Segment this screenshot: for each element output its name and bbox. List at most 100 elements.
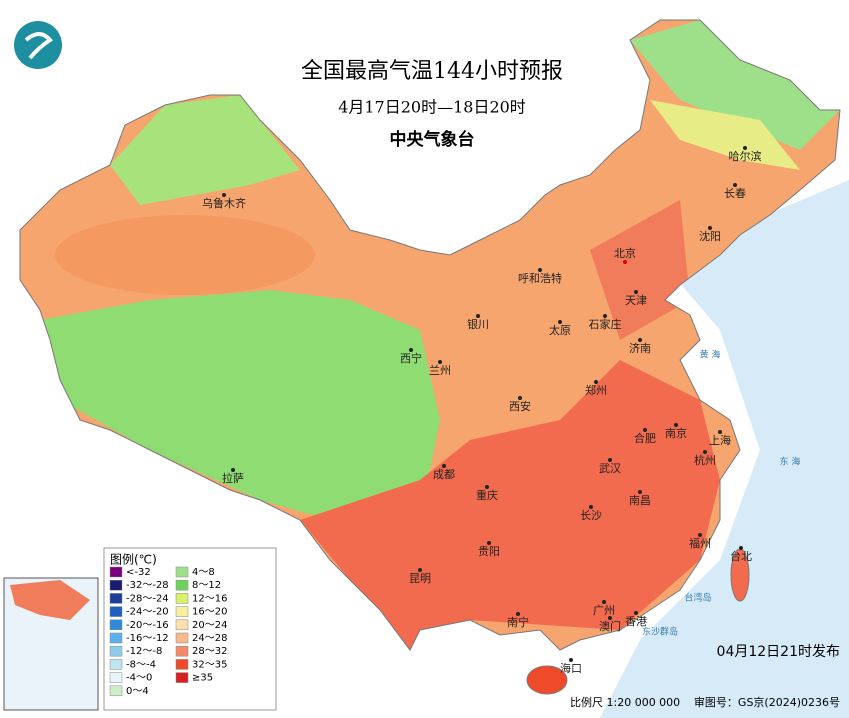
city-label: 福州	[689, 536, 711, 550]
legend-label: -16～-12	[126, 633, 169, 644]
logo	[14, 21, 62, 69]
city-label: 昆明	[409, 572, 431, 585]
legend-label: 20～24	[192, 620, 227, 631]
city-label: 西安	[509, 399, 531, 413]
legend-label: -28～-24	[126, 593, 169, 604]
city-dot	[518, 396, 522, 400]
legend-swatch	[175, 619, 189, 631]
city-dot	[516, 612, 520, 616]
city-dot	[602, 600, 606, 604]
city-label: 西宁	[400, 351, 422, 365]
city-label: 天津	[625, 294, 647, 307]
issued: 04月12日21时发布	[717, 644, 840, 660]
city-dot	[623, 260, 627, 264]
legend-label: -12～-8	[126, 646, 162, 657]
city-label: 石家庄	[589, 317, 622, 331]
city-label: 哈尔滨	[729, 149, 762, 163]
city-dot	[634, 611, 638, 615]
subtitle: 4月17日20时—18日20时	[338, 98, 526, 117]
logo-mark	[24, 32, 53, 60]
city-label: 银川	[467, 317, 489, 331]
source: 中央气象台	[390, 129, 475, 150]
city-dot	[743, 146, 747, 150]
inset-land	[10, 580, 90, 620]
sea-label: 台湾岛	[684, 592, 711, 604]
legend-label: -32～-28	[126, 580, 169, 591]
city-dot	[634, 290, 638, 294]
legend-label: 0～4	[126, 686, 149, 697]
legend-label: -8～-4	[126, 659, 156, 670]
city-label: 长春	[724, 187, 746, 200]
legend-label: 16～20	[192, 607, 227, 618]
city-label: 上海	[709, 433, 731, 447]
city-label: 贵阳	[478, 545, 500, 558]
city-dot	[222, 193, 226, 197]
city-dot	[476, 314, 480, 318]
city-dot	[733, 183, 737, 187]
legend-label: <-32	[126, 567, 151, 578]
city-label: 南宁	[507, 615, 529, 629]
city-dot	[485, 485, 489, 489]
city-dot	[638, 490, 642, 494]
city-dot	[708, 226, 712, 230]
legend	[103, 547, 277, 711]
city-dot	[698, 533, 702, 537]
city-label: 呼和浩特	[518, 271, 562, 285]
city-label: 海口	[560, 661, 582, 675]
legend-title: 图例(℃)	[110, 553, 157, 567]
title: 全国最高气温144小时预报	[301, 59, 563, 84]
city-label: 重庆	[476, 488, 498, 502]
city-label: 香港	[625, 615, 647, 628]
city-label: 北京	[614, 246, 636, 260]
city-label: 南京	[665, 426, 687, 440]
city-label: 澳门	[599, 619, 621, 633]
border	[19, 19, 841, 651]
city-label: 沈阳	[699, 229, 721, 243]
legend-swatch	[175, 606, 189, 617]
sea-label: 东沙群岛	[642, 626, 678, 638]
city-label: 长沙	[580, 509, 602, 522]
city-dot	[487, 541, 491, 545]
city-label: 兰州	[429, 364, 451, 377]
city-label: 太原	[549, 324, 571, 337]
legend-swatch	[109, 566, 123, 578]
legend-swatch	[109, 672, 123, 683]
city-dot	[418, 568, 422, 572]
city-label: 郑州	[585, 383, 607, 397]
city-label: 合肥	[634, 431, 656, 445]
city-dot	[442, 464, 446, 468]
legend-label: 4～8	[192, 567, 215, 578]
city-dot	[409, 348, 413, 352]
city-dot	[589, 505, 593, 509]
legend-swatch	[175, 593, 189, 604]
legend-label: 24～28	[192, 633, 227, 644]
hainan	[526, 665, 568, 695]
city-label: 台北	[730, 549, 752, 563]
city-dot	[674, 423, 678, 427]
legend-label: -20～-16	[126, 620, 169, 631]
city-label: 武汉	[599, 462, 621, 475]
city-label: 成都	[433, 468, 455, 481]
city-dot	[594, 380, 598, 384]
legend-label: 32～35	[192, 659, 227, 670]
sea-label: 东 海	[780, 456, 801, 468]
legend-swatch	[175, 632, 189, 644]
legend-swatch	[109, 645, 123, 657]
city-label: 济南	[629, 341, 651, 355]
legend-swatch	[175, 672, 189, 683]
city-label: 南昌	[629, 494, 651, 507]
legend-swatch	[175, 645, 189, 657]
city-dot	[643, 428, 647, 432]
city-dot	[569, 658, 573, 662]
legend-label: -4～0	[126, 673, 152, 684]
legend-swatch	[109, 579, 123, 591]
city-label: 广州	[593, 604, 615, 617]
city-dot	[231, 468, 235, 472]
sea	[600, 180, 849, 718]
city-dot	[718, 430, 722, 434]
legend-swatch	[175, 659, 189, 670]
city-dot	[558, 320, 562, 324]
legend-label: 8～12	[192, 580, 221, 591]
